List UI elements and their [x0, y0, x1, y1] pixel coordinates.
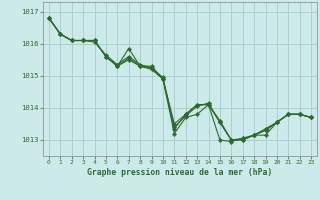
X-axis label: Graphe pression niveau de la mer (hPa): Graphe pression niveau de la mer (hPa)	[87, 168, 273, 177]
